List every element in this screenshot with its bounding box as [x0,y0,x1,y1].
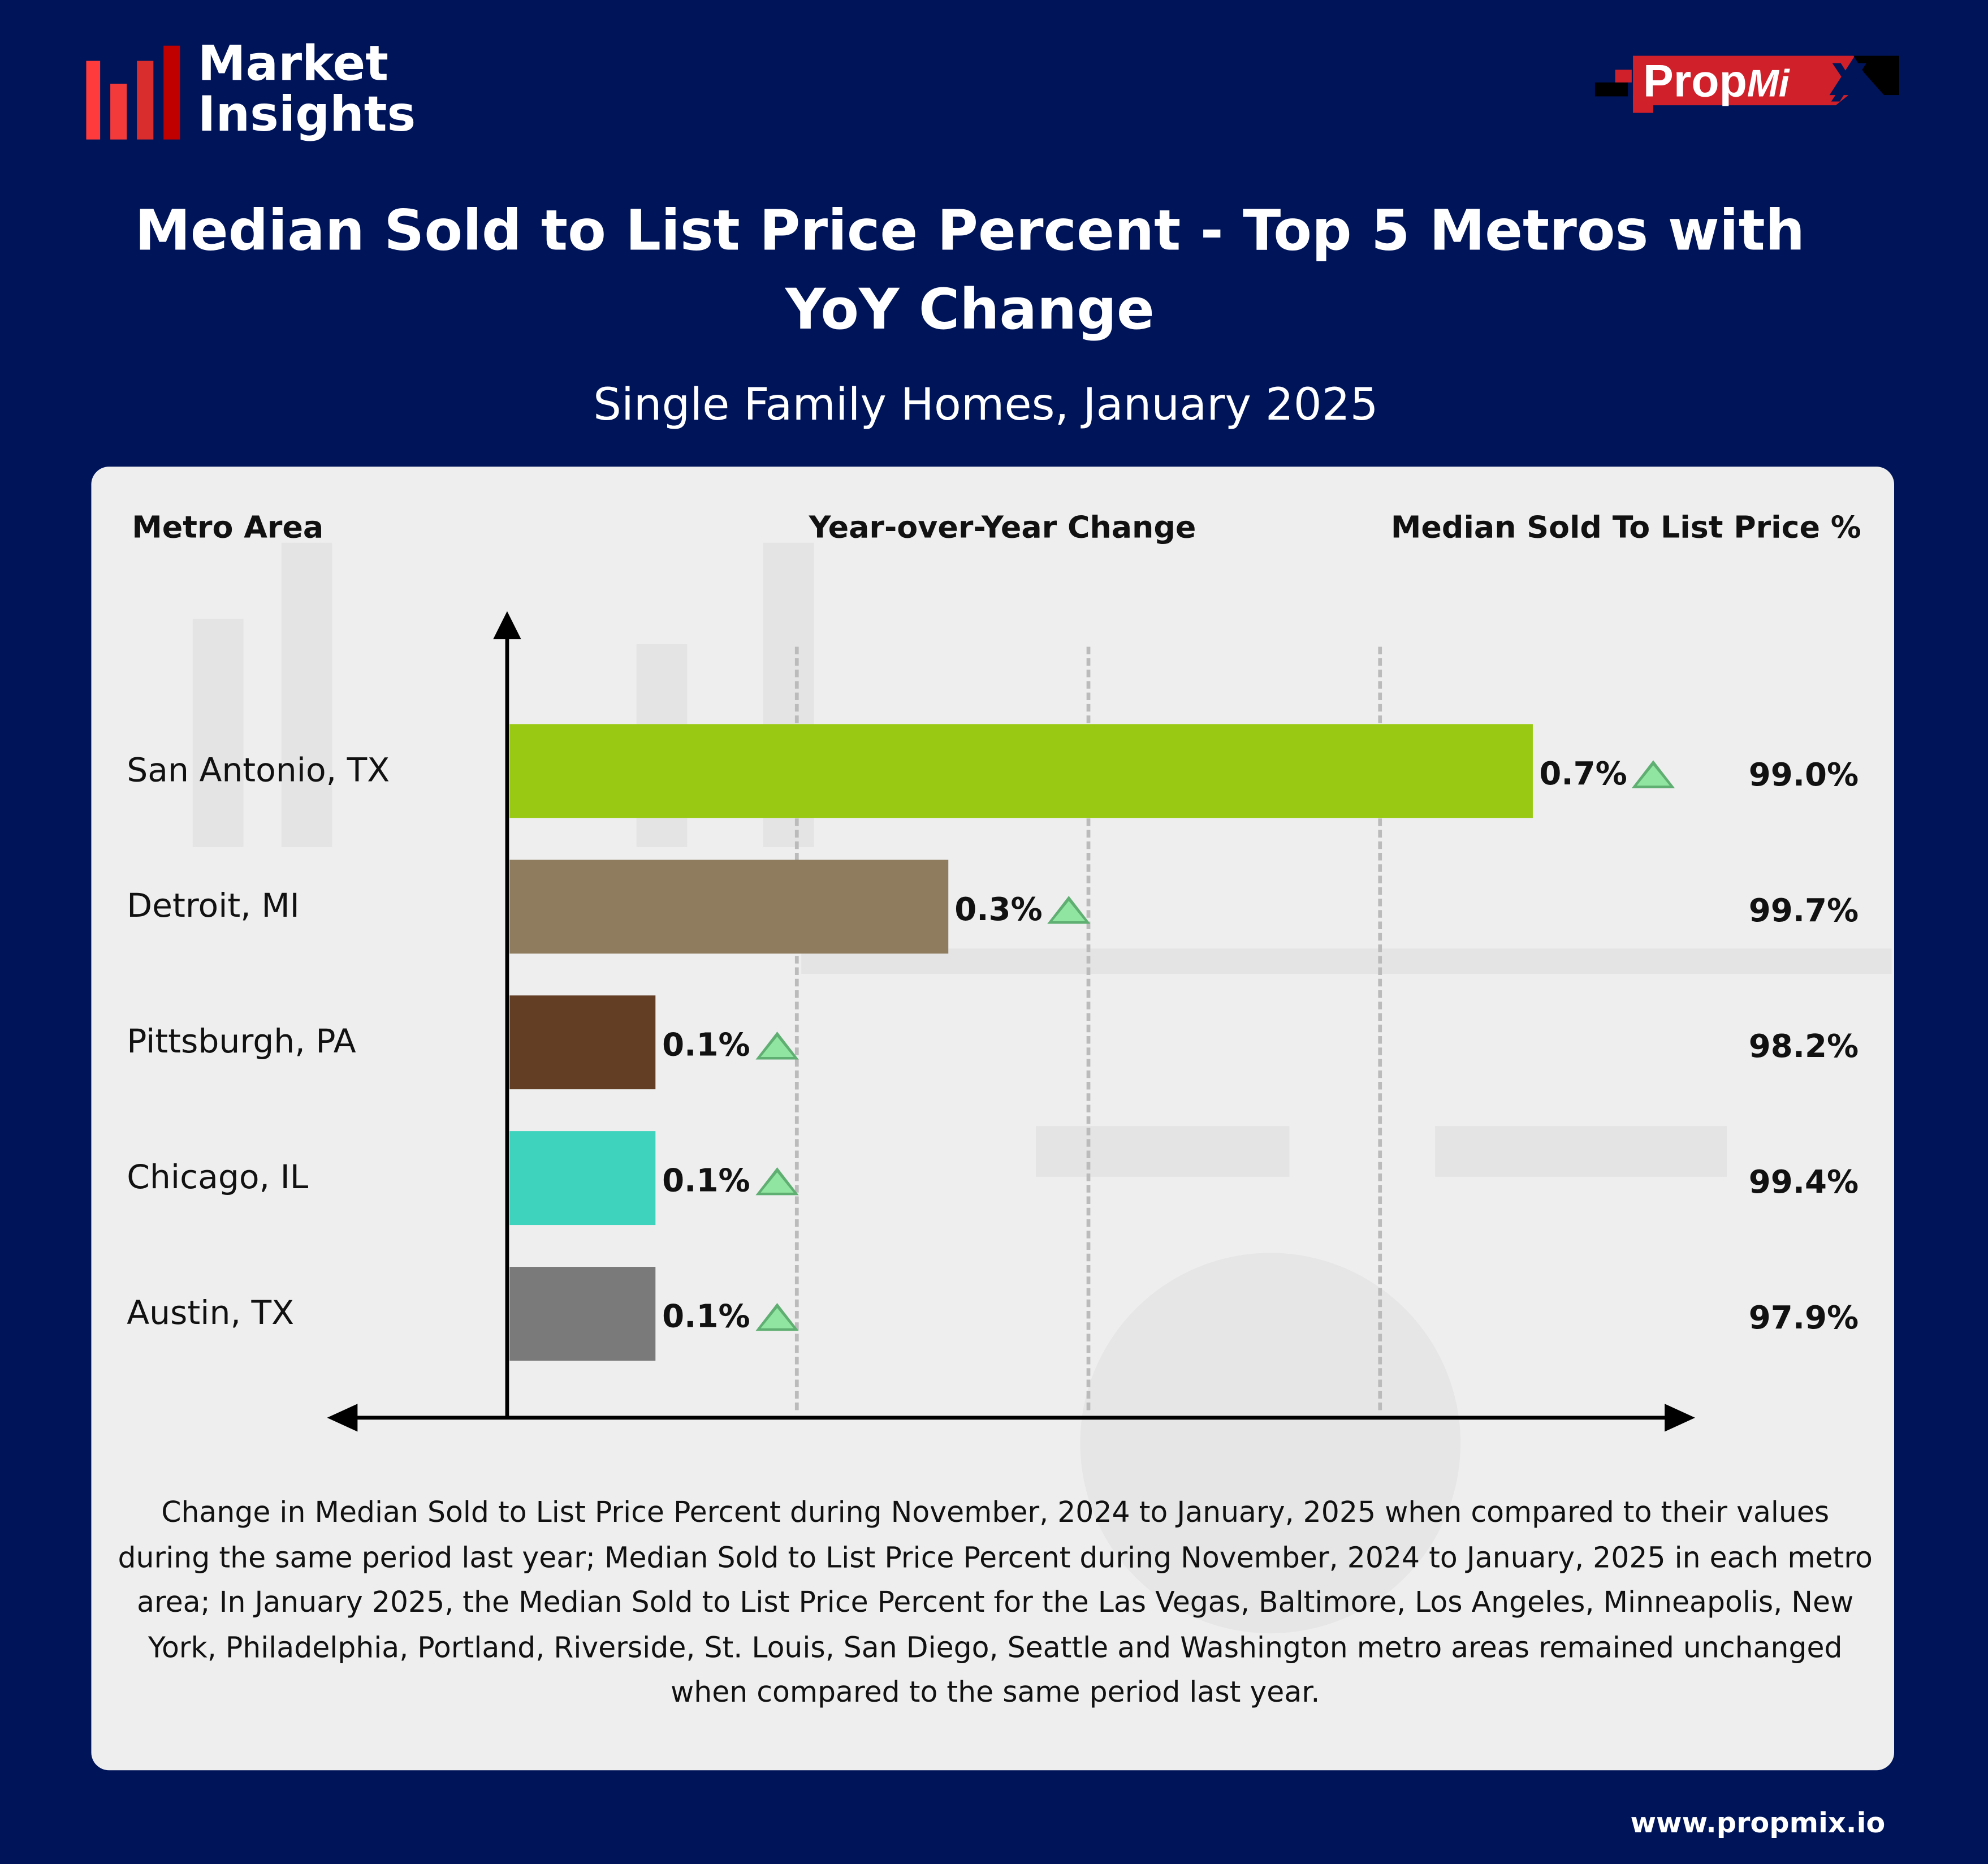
median-value: 97.9% [1748,1299,1859,1336]
metro-label: Detroit, MI [127,887,300,926]
trend-up-icon [755,1030,798,1059]
propmix-logo-text: PropMi [1643,55,1790,106]
page-title: Median Sold to List Price Percent - Top … [135,199,1805,343]
yoy-value: 0.1% [662,1026,750,1064]
metro-label: San Antonio, TX [127,752,390,790]
background-decoration [1435,1126,1727,1177]
y-axis-arrow-icon [493,611,521,640]
trend-up-icon [1047,895,1091,924]
x-axis-right-arrow-icon [1665,1404,1695,1432]
yoy-value: 0.3% [954,891,1043,928]
bar [509,860,948,954]
background-decoration [192,619,244,847]
background-decoration [801,948,1892,974]
median-value: 99.4% [1748,1163,1859,1201]
yoy-label: 0.7% [1539,755,1676,792]
trend-up-icon [755,1166,798,1195]
propmix-logo: PropMi X [1594,51,1899,126]
bar [509,1131,656,1226]
column-header-median: Median Sold To List Price % [1390,510,1861,546]
gridline [1378,646,1382,1410]
logo-bar [163,45,180,140]
metro-label: Chicago, IL [127,1159,309,1197]
yoy-label: 0.3% [954,891,1091,927]
gridline [1086,646,1091,1410]
footnote: Change in Median Sold to List Price Perc… [118,1496,1873,1710]
yoy-value: 0.1% [662,1297,750,1335]
chart-card [91,467,1894,1771]
background-decoration [1080,1253,1461,1634]
yoy-label: 0.1% [662,1298,798,1335]
page-subtitle: Single Family Homes, January 2025 [593,380,1378,432]
column-header-metro: Metro Area [132,510,324,546]
metro-label: Pittsburgh, PA [127,1023,356,1062]
x-axis-left-arrow-icon [327,1404,358,1432]
trend-up-icon [755,1302,798,1331]
yoy-label: 0.1% [662,1162,798,1199]
yoy-label: 0.1% [662,1026,798,1063]
yoy-value: 0.1% [662,1162,750,1199]
logo-bar [110,83,127,140]
median-value: 99.7% [1748,892,1859,929]
logo-text: Market Insights [197,35,416,143]
gridline [794,646,799,1410]
bar [509,724,1533,818]
logo-bar [86,61,101,140]
median-value: 98.2% [1748,1028,1859,1065]
website-link[interactable]: www.propmix.io [1630,1808,1886,1840]
yoy-value: 0.7% [1539,755,1627,792]
bar [509,1267,656,1361]
logo-bar [137,61,154,140]
svg-text:X: X [1831,54,1868,113]
column-header-yoy: Year-over-Year Change [809,510,1196,546]
metro-label: Austin, TX [127,1295,295,1333]
trend-up-icon [1632,760,1676,788]
median-value: 99.0% [1748,756,1859,793]
background-decoration [1035,1126,1290,1177]
bar [509,995,656,1090]
background-decoration [281,542,332,847]
